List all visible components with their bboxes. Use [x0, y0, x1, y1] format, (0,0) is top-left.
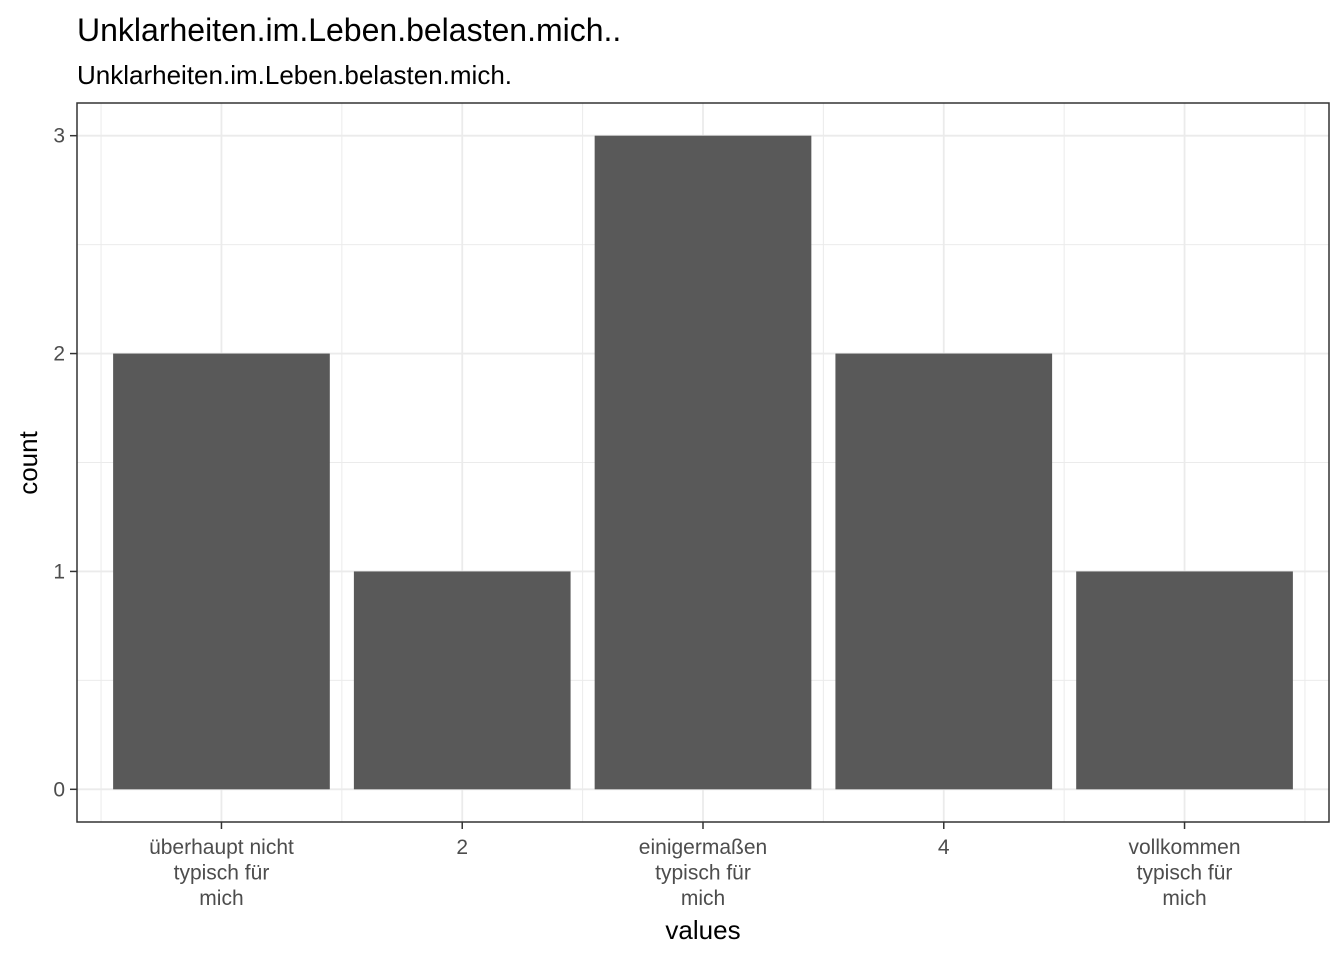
x-tick-label-line: einigermaßen — [639, 836, 767, 859]
x-tick-label-line: mich — [1162, 887, 1206, 910]
y-axis: 0 1 2 3 — [53, 125, 77, 801]
bar — [594, 135, 812, 790]
x-tick-label: vollkommen typisch für mich — [1129, 836, 1241, 910]
x-axis-title: values — [665, 915, 740, 945]
x-tick-label-line: 2 — [456, 836, 468, 859]
x-tick-label-line: vollkommen — [1129, 836, 1241, 859]
chart-title: Unklarheiten.im.Leben.belasten.mich.. — [77, 12, 621, 48]
y-tick-label: 1 — [53, 560, 65, 583]
x-tick-label: 4 — [938, 836, 950, 859]
x-tick-label-line: mich — [199, 887, 243, 910]
x-tick-label-line: 4 — [938, 836, 950, 859]
x-tick-label: überhaupt nicht typisch für mich — [149, 836, 294, 910]
bar — [113, 353, 330, 790]
bar — [835, 353, 1053, 790]
bar — [1076, 571, 1293, 790]
bar — [353, 571, 571, 790]
y-tick-label: 0 — [53, 778, 65, 801]
y-axis-title: count — [13, 430, 43, 494]
y-tick-label: 3 — [53, 125, 65, 148]
chart-subtitle: Unklarheiten.im.Leben.belasten.mich. — [77, 60, 512, 90]
x-tick-label-line: typisch für — [1137, 862, 1233, 885]
x-tick-label-line: typisch für — [174, 862, 270, 885]
x-tick-label-line: mich — [681, 887, 725, 910]
x-tick-label: 2 — [456, 836, 468, 859]
bars — [113, 135, 1293, 790]
y-tick-label: 2 — [53, 343, 65, 366]
x-tick-label-line: überhaupt nicht — [149, 836, 294, 859]
x-tick-label: einigermaßen typisch für mich — [639, 836, 767, 910]
x-tick-label-line: typisch für — [655, 862, 751, 885]
